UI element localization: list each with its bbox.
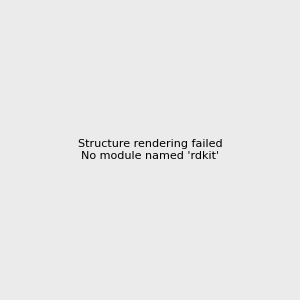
- Text: Structure rendering failed
No module named 'rdkit': Structure rendering failed No module nam…: [78, 139, 222, 161]
